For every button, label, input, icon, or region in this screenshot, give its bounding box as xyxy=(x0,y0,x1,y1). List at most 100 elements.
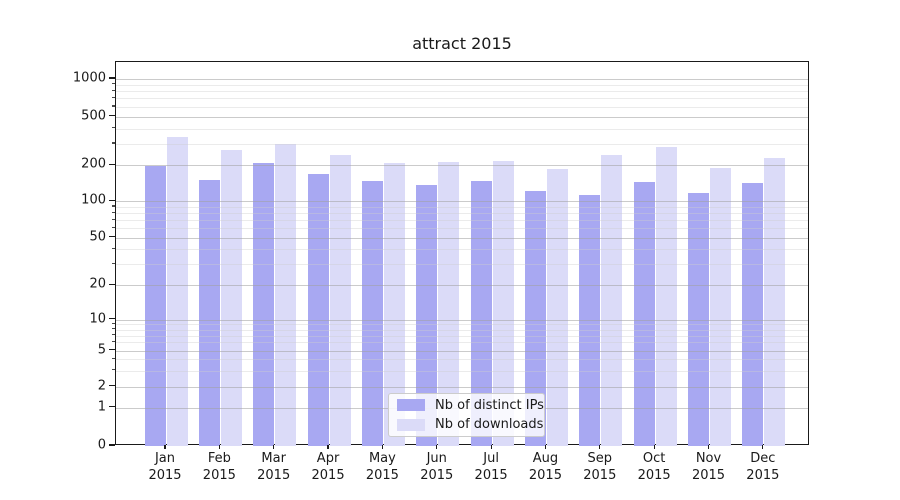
gridline-minor xyxy=(116,329,808,331)
bar-downloads xyxy=(166,136,188,446)
bar-downloads xyxy=(546,169,568,446)
x-tick-label: Jun 2015 xyxy=(402,450,472,484)
gridline-major xyxy=(116,237,808,239)
x-tick-label: Apr 2015 xyxy=(293,450,363,484)
x-tick-month: Feb xyxy=(207,451,231,466)
y-tick-mark xyxy=(109,115,115,117)
x-tick-mark xyxy=(381,445,383,449)
x-tick-month: Jul xyxy=(483,451,499,466)
y-minor-tick-mark xyxy=(112,83,115,85)
bar-distinct-ips xyxy=(470,180,492,446)
bar-downloads xyxy=(275,144,297,446)
x-tick-month: Jan xyxy=(154,451,176,466)
x-tick-year: 2015 xyxy=(202,468,236,483)
y-tick-label: 50 xyxy=(89,229,106,245)
y-minor-tick-mark xyxy=(112,247,115,249)
bar-downloads xyxy=(710,167,731,446)
bar-distinct-ips xyxy=(361,180,383,446)
legend-label-downloads: Nb of downloads xyxy=(435,417,544,433)
legend-item-downloads: Nb of downloads xyxy=(397,417,543,434)
gridline-major xyxy=(116,78,808,80)
chart-title: attract 2015 xyxy=(412,34,512,53)
gridline-minor xyxy=(116,143,808,145)
x-tick-mark xyxy=(599,445,601,449)
legend: Nb of distinct IPs Nb of downloads xyxy=(388,393,545,437)
y-tick-mark xyxy=(109,163,115,165)
x-tick-label: Jul 2015 xyxy=(456,450,526,484)
x-tick-year: 2015 xyxy=(420,468,454,483)
gridline-minor xyxy=(116,324,808,326)
gridline-minor xyxy=(116,98,808,100)
bar-downloads xyxy=(655,146,677,446)
x-tick-label: Nov 2015 xyxy=(674,450,744,484)
x-tick-year: 2015 xyxy=(691,468,726,483)
y-minor-tick-mark xyxy=(112,226,115,228)
y-minor-tick-mark xyxy=(112,218,115,220)
gridline-minor xyxy=(116,206,808,208)
x-tick-month: Dec xyxy=(750,451,776,466)
x-tick-mark xyxy=(544,445,547,449)
x-tick-label: Dec 2015 xyxy=(728,450,798,484)
x-tick-month: Nov xyxy=(695,451,722,466)
x-tick-mark xyxy=(762,445,764,449)
gridline-minor xyxy=(116,213,808,215)
legend-swatch-downloads xyxy=(397,418,425,431)
legend-item-distinct-ips: Nb of distinct IPs xyxy=(397,397,544,414)
gridline-major xyxy=(116,165,808,167)
x-tick-year: 2015 xyxy=(583,468,617,483)
bar-distinct-ips xyxy=(524,191,546,446)
gridline-minor xyxy=(116,264,808,266)
gridline-minor xyxy=(116,220,808,222)
gridline-major xyxy=(116,350,808,352)
y-tick-mark xyxy=(109,384,115,387)
y-tick-mark xyxy=(109,199,115,201)
x-tick-year: 2015 xyxy=(365,468,399,483)
x-tick-month: Aug xyxy=(532,451,559,466)
x-tick-month: Apr xyxy=(316,451,340,466)
y-minor-tick-mark xyxy=(112,211,115,213)
legend-label-distinct-ips: Nb of distinct IPs xyxy=(435,397,544,413)
bar-downloads xyxy=(220,150,242,446)
y-tick-label: 200 xyxy=(81,156,106,172)
bar-distinct-ips xyxy=(633,181,655,446)
gridline-minor xyxy=(116,84,808,86)
bar-downloads xyxy=(764,158,786,446)
x-tick-mark xyxy=(218,445,220,449)
x-tick-year: 2015 xyxy=(148,468,182,483)
gridline-minor xyxy=(116,370,808,372)
gridline-minor xyxy=(116,106,808,108)
plot-area xyxy=(115,61,809,446)
y-tick-mark xyxy=(109,236,115,238)
bar-distinct-ips xyxy=(144,166,166,446)
gridline-major xyxy=(116,201,808,203)
y-minor-tick-mark xyxy=(112,262,115,264)
gridline-major xyxy=(116,116,808,118)
y-tick-label: 1000 xyxy=(72,70,106,86)
x-tick-mark xyxy=(273,445,275,449)
x-tick-label: Oct 2015 xyxy=(619,450,689,484)
y-tick-label: 500 xyxy=(81,108,106,124)
legend-swatch-distinct-ips xyxy=(397,399,425,412)
x-tick-label: Aug 2015 xyxy=(510,450,580,484)
x-tick-year: 2015 xyxy=(311,468,345,483)
x-tick-label: Jan 2015 xyxy=(130,450,200,484)
y-minor-tick-mark xyxy=(112,357,115,360)
x-tick-year: 2015 xyxy=(528,468,562,483)
y-tick-mark xyxy=(109,405,115,408)
y-minor-tick-mark xyxy=(112,96,115,99)
bar-downloads xyxy=(438,161,460,446)
bar-distinct-ips xyxy=(198,180,220,446)
x-tick-label: May 2015 xyxy=(347,450,417,484)
y-tick-label: 5 xyxy=(97,342,106,358)
y-tick-label: 1 xyxy=(97,399,106,415)
gridline-minor xyxy=(116,249,808,251)
y-minor-tick-mark xyxy=(112,127,115,129)
y-tick-mark xyxy=(109,318,115,320)
y-minor-tick-mark xyxy=(112,322,115,325)
x-tick-label: Feb 2015 xyxy=(184,450,254,484)
gridline-minor xyxy=(116,335,808,337)
bar-downloads xyxy=(383,162,405,446)
y-tick-mark xyxy=(109,349,115,351)
x-tick-mark xyxy=(164,445,166,449)
x-tick-month: Oct xyxy=(642,451,666,466)
